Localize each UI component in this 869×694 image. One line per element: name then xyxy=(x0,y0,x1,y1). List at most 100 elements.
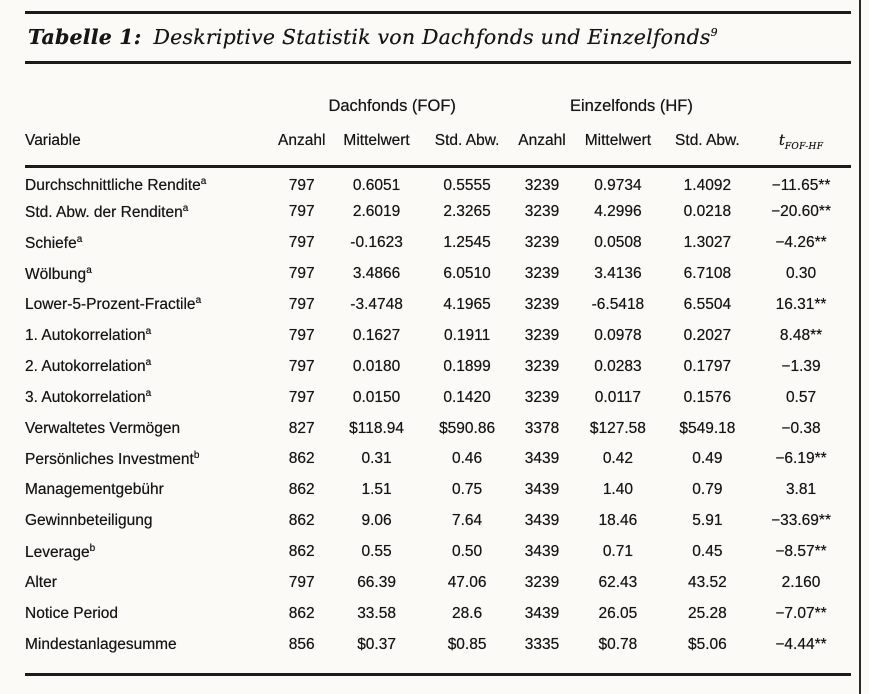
group-header-hf: Einzelfonds (HF) xyxy=(570,96,693,115)
mittelwert-hf-cell: 3.4136 xyxy=(594,265,642,283)
table-row: 3. Autokorrelationa 797 0.0150 0.1420 32… xyxy=(25,382,851,413)
mittelwert-fof-cell: 3.4866 xyxy=(352,265,401,283)
std-abw-hf-cell: 25.28 xyxy=(687,604,727,622)
mittelwert-fof-cell: 9.06 xyxy=(361,512,392,530)
anzahl-hf-cell: 3439 xyxy=(524,604,560,622)
anzahl-hf-cell: 3439 xyxy=(524,481,560,499)
anzahl-fof-cell: 797 xyxy=(288,574,315,592)
anzahl-hf-cell: 3239 xyxy=(524,388,560,406)
std-abw-fof-cell: 0.50 xyxy=(452,543,483,561)
std-abw-fof-cell: 0.46 xyxy=(452,450,483,468)
mittelwert-hf-cell: 4.2996 xyxy=(594,203,642,221)
table-row: Durchschnittliche Renditea 797 0.6051 0.… xyxy=(25,166,851,197)
table-row: 1. Autokorrelationa 797 0.1627 0.1911 32… xyxy=(25,320,851,351)
statistics-table: Dachfonds (FOF) Einzelfonds (HF) Variabl… xyxy=(25,97,851,661)
std-abw-hf-cell: 6.7108 xyxy=(683,265,732,283)
column-header-mittelwert-hf: Mittelwert xyxy=(572,130,664,168)
std-abw-fof-cell: 7.64 xyxy=(452,512,483,530)
caption-bottom-rule xyxy=(25,60,851,64)
variable-cell: Durchschnittliche Renditea xyxy=(25,176,207,195)
std-abw-fof-cell: 0.1420 xyxy=(443,388,491,406)
std-abw-fof-cell: $0.85 xyxy=(447,635,487,653)
column-header-row: Variable Anzahl Mittelwert Std. Abw. Anz… xyxy=(25,130,851,168)
t-statistic-cell: 8.48** xyxy=(779,326,823,344)
anzahl-hf-cell: 3239 xyxy=(524,296,560,313)
anzahl-fof-cell: 862 xyxy=(288,604,315,622)
group-header-fof: Dachfonds (FOF) xyxy=(328,96,456,115)
mittelwert-hf-cell: 1.40 xyxy=(602,481,633,499)
std-abw-fof-cell: 0.5555 xyxy=(443,176,491,194)
anzahl-fof-cell: 797 xyxy=(288,388,315,406)
variable-cell: Gewinnbeteiligung xyxy=(25,512,153,530)
std-abw-fof-cell: 6.0510 xyxy=(443,265,491,283)
variable-cell: Schiefea xyxy=(25,233,83,252)
std-abw-hf-cell: 0.45 xyxy=(692,543,723,561)
t-statistic-cell: 0.30 xyxy=(785,265,817,283)
mittelwert-hf-cell: 0.0978 xyxy=(594,326,642,344)
anzahl-hf-cell: 3378 xyxy=(524,419,560,437)
group-header-spacer-right xyxy=(751,97,851,131)
std-abw-hf-cell: 1.3027 xyxy=(683,234,732,252)
bottom-rule xyxy=(25,673,851,677)
mittelwert-hf-cell: 0.71 xyxy=(602,543,633,561)
mittelwert-fof-cell: $118.94 xyxy=(349,419,405,437)
anzahl-fof-cell: 797 xyxy=(288,176,315,194)
anzahl-fof-cell: 797 xyxy=(288,234,315,252)
t-statistic-cell: −6.19** xyxy=(775,450,827,468)
column-header-variable: Variable xyxy=(25,130,273,168)
variable-cell: Std. Abw. der Renditena xyxy=(25,202,189,221)
std-abw-hf-cell: 0.2027 xyxy=(683,326,732,344)
t-statistic-cell: 3.81 xyxy=(785,481,817,499)
table-row: Notice Period 862 33.58 28.6 3439 26.05 … xyxy=(25,598,851,629)
table-row: Verwaltetes Vermögen 827 $118.94 $590.86… xyxy=(25,413,851,444)
variable-cell: Wölbunga xyxy=(25,264,92,283)
table-row: Std. Abw. der Renditena 797 2.6019 2.326… xyxy=(25,197,851,228)
variable-cell: Alter xyxy=(25,574,57,592)
column-header-anzahl-hf: Anzahl xyxy=(511,130,573,168)
anzahl-hf-cell: 3239 xyxy=(524,203,560,221)
table-caption: Tabelle 1: Deskriptive Statistik von Dach… xyxy=(28,27,851,48)
variable-cell: 1. Autokorrelationa xyxy=(25,326,152,345)
std-abw-hf-cell: 0.0218 xyxy=(683,203,732,221)
table-caption-label: Tabelle 1: xyxy=(28,25,142,49)
t-statistic-cell: −7.07** xyxy=(775,604,827,622)
std-abw-fof-cell: 0.75 xyxy=(452,481,483,499)
anzahl-fof-cell: 797 xyxy=(288,296,315,313)
mittelwert-hf-cell: 62.43 xyxy=(598,574,638,592)
std-abw-fof-cell: 2.3265 xyxy=(443,203,491,221)
mittelwert-hf-cell: 0.0117 xyxy=(594,388,642,406)
mittelwert-hf-cell: 0.0283 xyxy=(594,357,642,375)
anzahl-fof-cell: 827 xyxy=(288,419,315,437)
anzahl-fof-cell: 862 xyxy=(288,512,315,530)
page-edge-line xyxy=(859,0,861,694)
std-abw-hf-cell: 0.49 xyxy=(692,450,723,468)
t-statistic-cell: 2.160 xyxy=(781,574,821,592)
t-statistic-cell: 0.57 xyxy=(785,388,817,406)
std-abw-hf-cell: 43.52 xyxy=(687,574,727,592)
mittelwert-fof-cell: 0.6051 xyxy=(352,176,401,194)
t-statistic-cell: −0.38 xyxy=(781,419,821,437)
t-statistic-cell: −20.60** xyxy=(771,203,831,221)
std-abw-fof-cell: 0.1899 xyxy=(443,357,491,375)
t-statistic-cell: −11.65** xyxy=(771,176,831,194)
anzahl-fof-cell: 797 xyxy=(288,203,315,221)
mittelwert-fof-cell: $0.37 xyxy=(357,635,396,653)
column-header-anzahl-fof: Anzahl xyxy=(272,130,331,168)
t-statistic-cell: −8.57** xyxy=(775,543,827,561)
anzahl-hf-cell: 3439 xyxy=(524,512,560,530)
t-statistic-cell: 16.31** xyxy=(775,296,827,313)
anzahl-hf-cell: 3335 xyxy=(524,635,560,653)
anzahl-hf-cell: 3239 xyxy=(524,574,560,592)
std-abw-hf-cell: 0.1576 xyxy=(683,388,732,406)
variable-cell: Notice Period xyxy=(25,604,119,622)
mittelwert-hf-cell: 26.05 xyxy=(598,604,638,622)
anzahl-fof-cell: 862 xyxy=(288,543,315,561)
t-statistic-cell: −1.39 xyxy=(781,357,821,375)
table-content: Tabelle 1: Deskriptive Statistik von Dach… xyxy=(25,0,851,677)
table-row: Mindestanlagesumme 856 $0.37 $0.85 3335 … xyxy=(25,629,851,660)
mittelwert-fof-cell: 0.1627 xyxy=(352,326,401,344)
mittelwert-fof-cell: -3.4748 xyxy=(350,296,403,313)
table-row: Schiefea 797 -0.1623 1.2545 3239 0.0508 … xyxy=(25,228,851,259)
std-abw-hf-cell: 1.4092 xyxy=(683,176,732,194)
table-row: Leverageb 862 0.55 0.50 3439 0.71 0.45 −… xyxy=(25,537,851,568)
